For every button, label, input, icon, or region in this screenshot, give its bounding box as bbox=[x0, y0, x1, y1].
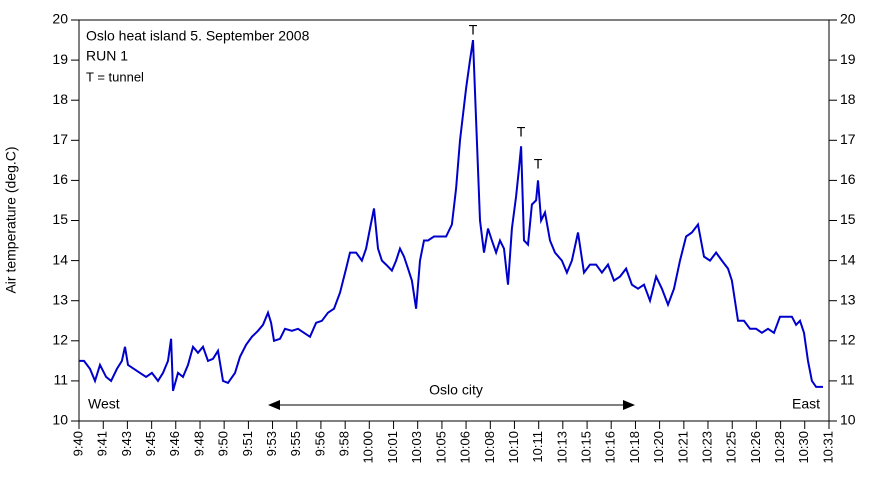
y2-tick-label: 17 bbox=[840, 131, 856, 147]
y2-tick-label: 15 bbox=[840, 211, 856, 227]
x-tick-label: 10:20 bbox=[651, 431, 666, 464]
tunnel-mark: T bbox=[534, 156, 543, 172]
y2-tick-label: 13 bbox=[840, 291, 856, 307]
y-axis-label: Air temperature (deg.C) bbox=[3, 146, 19, 293]
y-tick-label: 13 bbox=[52, 291, 68, 307]
x-tick-label: 9:45 bbox=[143, 431, 158, 456]
y-tick-label: 14 bbox=[52, 251, 68, 267]
x-tick-label: 10:25 bbox=[724, 431, 739, 464]
x-tick-label: 10:16 bbox=[603, 431, 618, 464]
subtitle: RUN 1 bbox=[86, 48, 128, 64]
x-tick-label: 10:26 bbox=[748, 431, 763, 464]
x-tick-label: 10:23 bbox=[699, 431, 714, 464]
x-tick-label: 10:28 bbox=[772, 431, 787, 464]
city-label: Oslo city bbox=[429, 382, 483, 398]
city-arrow bbox=[268, 400, 635, 410]
east-label: East bbox=[792, 396, 820, 412]
x-tick-label: 9:55 bbox=[288, 431, 303, 456]
x-tick-label: 10:01 bbox=[385, 431, 400, 464]
x-tick-label: 10:05 bbox=[433, 431, 448, 464]
y-tick-label: 17 bbox=[52, 131, 68, 147]
y-tick-label: 19 bbox=[52, 51, 68, 67]
x-tick-label: 10:10 bbox=[506, 431, 521, 464]
y2-tick-label: 16 bbox=[840, 171, 856, 187]
x-tick-label: 9:46 bbox=[167, 431, 182, 456]
x-tick-label: 10:00 bbox=[361, 431, 376, 464]
y2-tick-label: 18 bbox=[840, 91, 856, 107]
x-tick-label: 9:51 bbox=[240, 431, 255, 456]
y-tick-label: 12 bbox=[52, 332, 68, 348]
plot-frame bbox=[78, 19, 830, 422]
x-tick-label: 10:13 bbox=[554, 431, 569, 464]
x-tick-label: 9:58 bbox=[337, 431, 352, 456]
y-tick-label: 18 bbox=[52, 91, 68, 107]
x-tick-label: 10:21 bbox=[675, 431, 690, 464]
x-tick-label: 9:40 bbox=[70, 431, 85, 456]
x-tick-label: 9:50 bbox=[216, 431, 231, 456]
note: T = tunnel bbox=[86, 69, 144, 84]
x-tick-label: 10:08 bbox=[482, 431, 497, 464]
x-tick-label: 10:03 bbox=[409, 431, 424, 464]
west-label: West bbox=[88, 396, 120, 412]
x-tick-label: 9:53 bbox=[264, 431, 279, 456]
y2-tick-label: 14 bbox=[840, 251, 856, 267]
y2-tick-label: 19 bbox=[840, 51, 856, 67]
x-tick-label: 9:56 bbox=[312, 431, 327, 456]
tunnel-mark: T bbox=[517, 124, 526, 140]
y2-tick-label: 10 bbox=[840, 412, 856, 428]
x-tick-label: 10:15 bbox=[579, 431, 594, 464]
x-tick-label: 10:06 bbox=[457, 431, 472, 464]
y2-tick-label: 12 bbox=[840, 332, 856, 348]
temperature-line bbox=[79, 39, 823, 392]
x-tick-label: 9:43 bbox=[119, 431, 134, 456]
y-tick-label: 15 bbox=[52, 211, 68, 227]
x-tick-label: 9:48 bbox=[191, 431, 206, 456]
x-tick-label: 10:11 bbox=[530, 431, 545, 463]
x-tick-label: 10:30 bbox=[796, 431, 811, 464]
x-tick-label: 9:41 bbox=[95, 431, 110, 456]
chart-title: Oslo heat island 5. September 2008 bbox=[86, 28, 310, 44]
tunnel-mark: T bbox=[469, 22, 478, 38]
y-tick-label: 16 bbox=[52, 171, 68, 187]
y-tick-label: 20 bbox=[52, 11, 68, 27]
x-tick-label: 10:31 bbox=[820, 431, 835, 464]
y2-tick-label: 11 bbox=[840, 372, 855, 388]
x-tick-label: 10:18 bbox=[627, 431, 642, 464]
y-tick-label: 10 bbox=[52, 412, 68, 428]
y2-tick-label: 20 bbox=[840, 11, 856, 27]
y-tick-label: 11 bbox=[53, 372, 68, 388]
